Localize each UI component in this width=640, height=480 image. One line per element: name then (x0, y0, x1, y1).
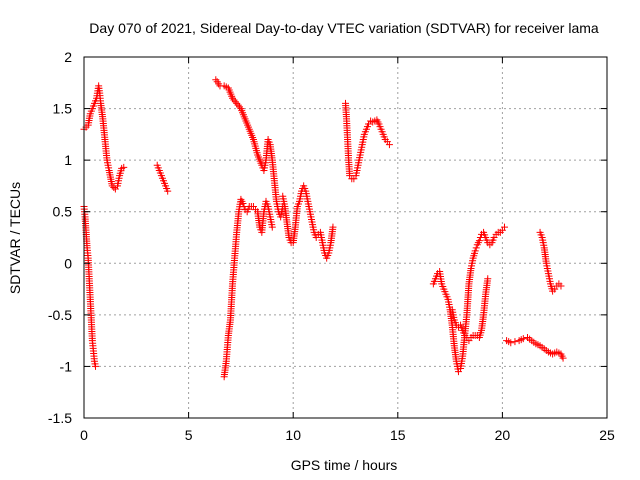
y-tick-label: 0.5 (53, 204, 73, 220)
y-tick-labels: -1.5 -1 -0.5 0 0.5 1 1.5 2 (48, 49, 72, 426)
data-point-marker (500, 223, 508, 231)
x-tick-label: 25 (599, 427, 615, 443)
y-tick-label: -1 (60, 358, 73, 374)
y-axis-label: SDTVAR / TECUs (7, 182, 23, 294)
series-seg2 (80, 203, 100, 370)
series-seg8 (429, 223, 508, 376)
series-seg4 (212, 76, 287, 221)
data-point-marker (559, 354, 567, 362)
data-point-marker (268, 223, 276, 231)
x-tick-label: 10 (285, 427, 301, 443)
data-point-marker (472, 244, 480, 252)
y-tick-label: -0.5 (48, 307, 72, 323)
x-tick-labels: 0 5 10 15 20 25 (80, 427, 615, 443)
x-tick-label: 20 (495, 427, 511, 443)
data-point-marker (471, 247, 479, 255)
x-axis-label: GPS time / hours (291, 457, 398, 473)
plot-frame (83, 56, 608, 419)
series-seg1 (80, 82, 128, 193)
series-seg7 (342, 99, 393, 183)
series-seg11 (536, 228, 565, 295)
data-point-marker (329, 223, 337, 231)
x-tick-label: 15 (390, 427, 406, 443)
y-tick-label: 1.5 (53, 101, 73, 117)
y-tick-label: 1 (64, 152, 72, 168)
x-tick-label: 0 (80, 427, 88, 443)
data-point-marker (475, 237, 483, 245)
series-seg6 (279, 182, 337, 262)
data-point-marker (164, 187, 172, 195)
x-tick-label: 5 (185, 427, 193, 443)
data-point-marker (92, 362, 100, 370)
axis-ticks (83, 56, 608, 419)
series-seg10 (503, 334, 567, 362)
data-point-marker (110, 183, 118, 191)
data-point-marker (507, 339, 515, 347)
data-point-marker (484, 275, 492, 283)
data-point-marker (511, 338, 519, 346)
data-point-marker (519, 335, 527, 343)
grid-lines (84, 57, 607, 418)
data-point-marker (236, 103, 244, 111)
data-point-marker (239, 199, 247, 207)
data-points (80, 76, 567, 381)
y-tick-label: 0 (64, 255, 72, 271)
data-point-marker (557, 282, 565, 290)
series-seg3 (153, 161, 172, 195)
chart-title: Day 070 of 2021, Sidereal Day-to-day VTE… (89, 20, 599, 36)
series-seg9 (448, 275, 492, 345)
y-tick-label: -1.5 (48, 410, 72, 426)
data-point-marker (385, 141, 393, 149)
series-seg5 (220, 195, 276, 381)
data-point-marker (120, 163, 128, 171)
y-tick-label: 2 (64, 49, 72, 65)
